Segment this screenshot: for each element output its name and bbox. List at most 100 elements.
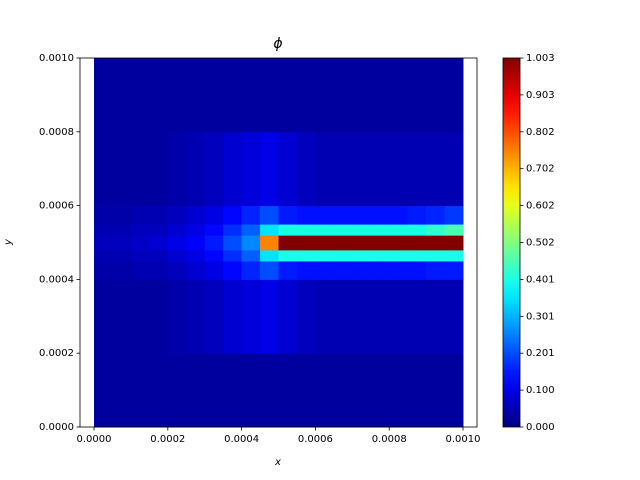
- heat-cell: [260, 260, 279, 280]
- heat-cell: [426, 58, 446, 133]
- heat-cell: [112, 235, 132, 251]
- heat-cell: [333, 205, 353, 225]
- heat-cell: [167, 224, 187, 236]
- heat-cell: [444, 249, 464, 262]
- heat-cell: [186, 249, 206, 262]
- heat-cell: [241, 224, 261, 236]
- heat-cell: [444, 279, 464, 354]
- heat-cell: [186, 235, 206, 251]
- heat-cell: [370, 249, 390, 262]
- heat-cell: [352, 224, 372, 236]
- heat-cell: [223, 279, 243, 354]
- heat-cell: [370, 205, 390, 225]
- heat-cell: [426, 260, 446, 280]
- heat-cell: [278, 260, 298, 280]
- heat-cell: [130, 235, 150, 251]
- heat-cell: [167, 353, 187, 428]
- heat-cell: [389, 205, 409, 225]
- heat-cell: [278, 224, 298, 236]
- x-tick-label: 0.0010: [445, 434, 480, 445]
- heat-cell: [278, 235, 298, 251]
- heat-cell: [296, 279, 316, 354]
- heat-cell: [260, 279, 279, 354]
- heat-cell: [352, 260, 372, 280]
- heat-cell: [186, 205, 206, 225]
- heat-cell: [315, 131, 335, 207]
- heat-cell: [426, 353, 446, 428]
- colorbar-tick-label: 0.903: [526, 90, 555, 101]
- heat-cell: [278, 249, 298, 262]
- heat-cell: [278, 205, 298, 225]
- x-tick-label: 0.0006: [298, 434, 333, 445]
- heat-cell: [333, 260, 353, 280]
- heat-cell: [389, 224, 409, 236]
- heat-cell: [315, 249, 335, 262]
- heat-cell: [204, 260, 224, 280]
- heat-cell: [352, 58, 372, 133]
- heat-cell: [315, 353, 335, 428]
- colorbar-tick-label: 0.301: [526, 311, 555, 322]
- heat-cell: [223, 131, 243, 207]
- heat-cell: [407, 235, 427, 251]
- y-tick-label: 0.0008: [39, 127, 74, 138]
- heat-cell: [130, 58, 150, 133]
- heat-cell: [370, 235, 390, 251]
- heat-cell: [94, 235, 113, 251]
- heat-cell: [167, 249, 187, 262]
- heat-cell: [149, 249, 169, 262]
- heat-cell: [204, 58, 224, 133]
- heat-cell: [296, 353, 316, 428]
- heat-cell: [389, 131, 409, 207]
- heat-cell: [94, 224, 113, 236]
- heat-cell: [407, 249, 427, 262]
- heat-cell: [370, 353, 390, 428]
- colorbar-tick-label: 0.502: [526, 238, 555, 249]
- heat-cell: [444, 58, 464, 133]
- heat-cell: [112, 205, 132, 225]
- heat-cell: [407, 58, 427, 133]
- heat-cell: [444, 224, 464, 236]
- heat-cell: [426, 131, 446, 207]
- heat-cell: [260, 249, 279, 262]
- heat-cell: [204, 205, 224, 225]
- heat-cell: [167, 279, 187, 354]
- y-tick-label: 0.0004: [39, 274, 74, 285]
- colorbar-tick-label: 1.003: [526, 53, 555, 64]
- heat-cell: [94, 249, 113, 262]
- heat-cell: [130, 249, 150, 262]
- heat-cell: [223, 205, 243, 225]
- y-tick-label: 0.0002: [39, 348, 74, 359]
- heat-cell: [149, 131, 169, 207]
- heat-cell: [352, 353, 372, 428]
- heat-cell: [370, 58, 390, 133]
- heat-cell: [278, 279, 298, 354]
- heat-cell: [167, 205, 187, 225]
- heat-cell: [315, 224, 335, 236]
- heat-cell: [223, 235, 243, 251]
- heat-cell: [112, 279, 132, 354]
- heat-cell: [94, 58, 113, 133]
- heat-cell: [260, 353, 279, 428]
- heat-cell: [130, 353, 150, 428]
- heat-cell: [112, 353, 132, 428]
- heat-cell: [130, 260, 150, 280]
- heat-cell: [296, 58, 316, 133]
- colorbar-tick-label: 0.602: [526, 201, 555, 212]
- heat-cell: [241, 279, 261, 354]
- heat-cell: [186, 353, 206, 428]
- colorbar-tick-label: 0.702: [526, 164, 555, 175]
- y-tick-label: 0.0010: [39, 53, 74, 64]
- heat-cell: [167, 58, 187, 133]
- heat-cell: [130, 279, 150, 354]
- heat-cell: [167, 131, 187, 207]
- heat-cell: [389, 235, 409, 251]
- heat-cell: [333, 131, 353, 207]
- heat-cell: [112, 131, 132, 207]
- heat-cell: [260, 224, 279, 236]
- heat-cell: [149, 260, 169, 280]
- heat-cell: [186, 58, 206, 133]
- heat-cell: [407, 224, 427, 236]
- heat-cell: [333, 279, 353, 354]
- heat-cell: [94, 131, 113, 207]
